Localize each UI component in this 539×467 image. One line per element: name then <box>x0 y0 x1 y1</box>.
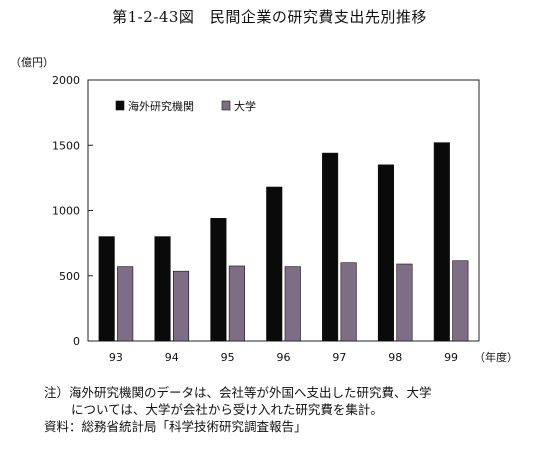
legend-label: 大学 <box>234 99 256 113</box>
bar-overseas-99 <box>433 142 450 342</box>
bar-university-97 <box>340 262 357 342</box>
x-tick-label: 99 <box>444 351 458 364</box>
bar-university-94 <box>172 270 190 342</box>
bar-chart: 0 500 1000 1500 2000 93 94 95 96 97 98 99 （億円） （年度… <box>10 56 518 364</box>
x-tick-label: 98 <box>388 351 402 364</box>
bar-university-95 <box>228 265 245 342</box>
x-axis-ticks: 93 94 95 96 97 98 99 <box>109 351 458 364</box>
y-tick-label: 500 <box>59 270 80 283</box>
bar-university-93 <box>117 266 134 342</box>
bar-overseas-97 <box>322 152 339 342</box>
plot-area <box>87 79 480 342</box>
note-line-2: については、大学が会社から受け入れた研究費を集計。 <box>71 402 383 417</box>
bar-university-98 <box>396 263 413 342</box>
figure-notes: 注）海外研究機関のデータは、会社等が外国へ支出した研究費、大学 については、大学… <box>44 384 534 435</box>
x-tick-label: 94 <box>165 351 179 364</box>
bar-university-99 <box>452 260 469 342</box>
x-tick-label: 97 <box>332 351 346 364</box>
legend-swatch <box>115 100 125 111</box>
y-axis-unit: （億円） <box>10 56 54 69</box>
bar-university-96 <box>284 266 301 342</box>
y-tick-label: 0 <box>73 335 80 348</box>
note-line-1: 注）海外研究機関のデータは、会社等が外国へ支出した研究費、大学 <box>44 385 432 400</box>
bar-overseas-96 <box>266 186 283 342</box>
x-tick-label: 93 <box>109 351 123 364</box>
x-tick-label: 96 <box>277 351 291 364</box>
y-tick-label: 1500 <box>52 139 80 152</box>
legend: 海外研究機関 大学 <box>115 99 256 113</box>
bars-group <box>98 142 469 342</box>
legend-label: 海外研究機関 <box>128 99 194 113</box>
y-axis-ticks: 0 500 1000 1500 2000 <box>52 74 93 348</box>
bar-overseas-95 <box>210 218 227 342</box>
bar-overseas-94 <box>154 236 171 342</box>
y-tick-label: 1000 <box>52 205 80 218</box>
figure-title: 第1-2-43図 民間企業の研究費支出先別推移 <box>112 8 427 26</box>
x-tick-label: 95 <box>221 351 235 364</box>
legend-swatch <box>221 100 231 111</box>
bar-overseas-93 <box>98 236 115 342</box>
source-line: 資料：総務省統計局「科学技術研究調査報告」 <box>44 419 307 434</box>
x-axis-unit: （年度） <box>474 350 518 364</box>
bar-overseas-98 <box>377 164 395 342</box>
y-tick-label: 2000 <box>52 74 80 87</box>
